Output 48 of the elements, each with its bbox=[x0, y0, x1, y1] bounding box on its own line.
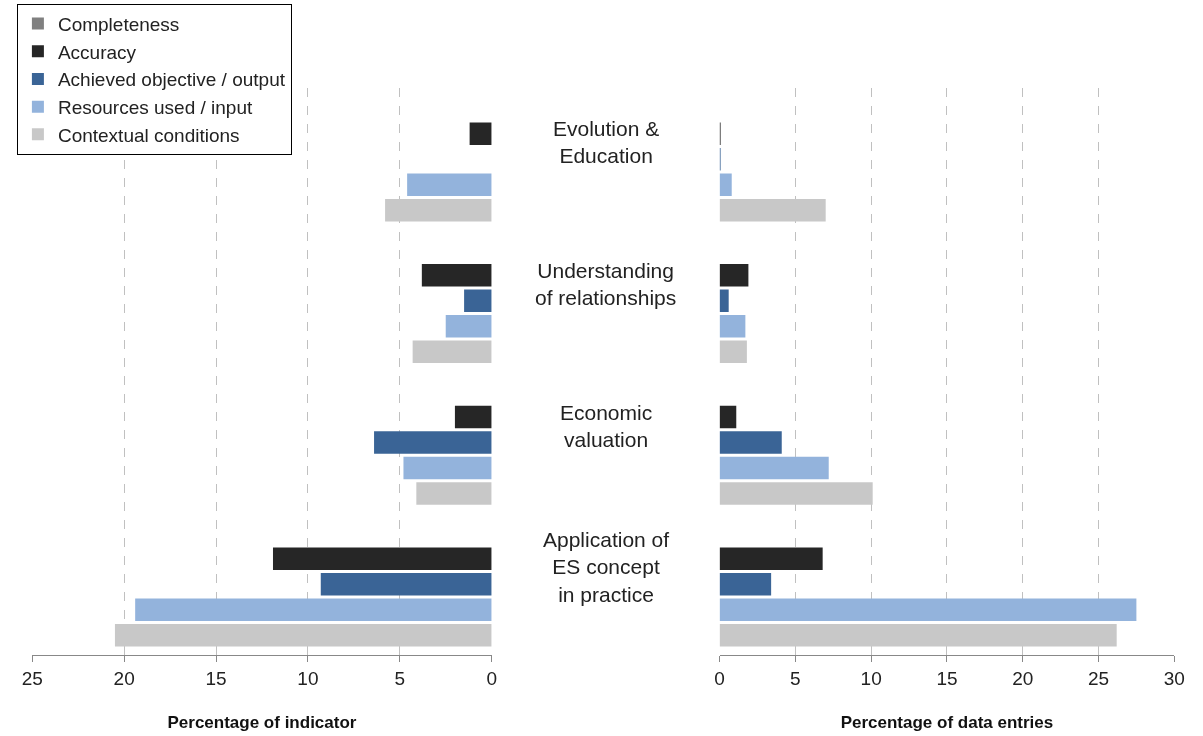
y-tick-label: Application of ES concept in practice bbox=[543, 528, 670, 606]
bar bbox=[469, 122, 492, 145]
bar bbox=[719, 315, 746, 338]
bar bbox=[320, 572, 492, 596]
bar bbox=[407, 173, 492, 196]
y-tick-label: Understanding of relationships bbox=[535, 259, 677, 310]
bar bbox=[272, 547, 492, 570]
x-tick-label: 0 bbox=[714, 667, 725, 689]
bar bbox=[719, 547, 823, 570]
bar bbox=[719, 340, 747, 364]
x-tick-label: 10 bbox=[297, 667, 319, 689]
bar bbox=[445, 315, 492, 338]
x-tick-label: 5 bbox=[790, 667, 801, 689]
bar bbox=[412, 340, 492, 364]
bar bbox=[719, 431, 782, 454]
legend-label: Achieved objective / output bbox=[57, 69, 286, 91]
x-axis-title: Percentage of data entries bbox=[840, 713, 1054, 733]
y-tick-label: Economic valuation bbox=[560, 401, 653, 452]
bar bbox=[719, 264, 749, 287]
x-tick-label: 15 bbox=[936, 667, 958, 689]
bar bbox=[454, 405, 492, 429]
x-tick-label: 30 bbox=[1163, 667, 1185, 689]
bar bbox=[135, 598, 492, 621]
bar bbox=[403, 456, 492, 480]
bar bbox=[719, 456, 829, 480]
x-tick-label: 15 bbox=[205, 667, 227, 689]
x-axis-title: Percentage of indicator bbox=[167, 713, 357, 733]
legend-label: Accuracy bbox=[57, 41, 137, 63]
y-tick-label: Evolution & Education bbox=[553, 117, 660, 168]
x-tick-label: 20 bbox=[1012, 667, 1034, 689]
bar bbox=[719, 173, 732, 196]
bar bbox=[464, 289, 492, 313]
x-tick-label: 25 bbox=[21, 667, 43, 689]
x-tick-label: 10 bbox=[860, 667, 882, 689]
bar bbox=[719, 289, 729, 313]
bar bbox=[719, 598, 1137, 621]
x-tick-label: 5 bbox=[394, 667, 406, 689]
bar bbox=[374, 431, 492, 454]
x-tick-label: 25 bbox=[1087, 667, 1110, 689]
bar bbox=[421, 264, 492, 287]
x-tick-label: 20 bbox=[113, 667, 135, 689]
legend-label: Resources used / input bbox=[57, 97, 253, 119]
x-tick-label: 0 bbox=[486, 667, 497, 689]
legend-label: Contextual conditions bbox=[57, 124, 240, 146]
bar bbox=[719, 405, 737, 429]
legend-label: Completeness bbox=[57, 13, 180, 35]
bar bbox=[719, 572, 772, 596]
bar bbox=[416, 482, 492, 505]
